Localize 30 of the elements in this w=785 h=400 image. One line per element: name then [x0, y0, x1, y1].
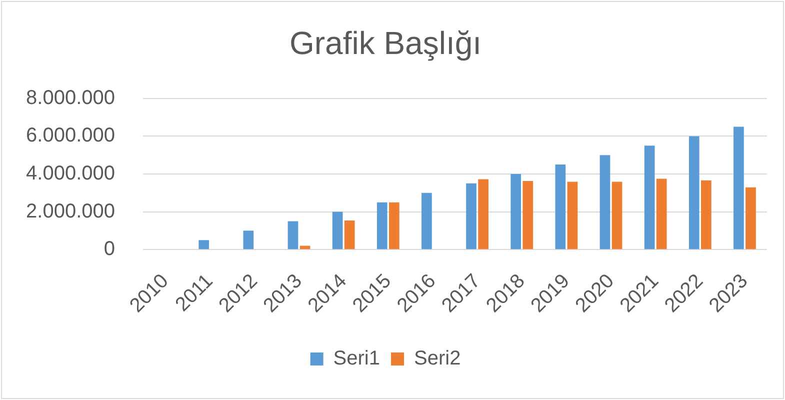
bar	[198, 240, 210, 250]
y-tick-label: 4.000.000	[26, 162, 115, 184]
y-tick-label: 2.000.000	[26, 200, 115, 222]
bar	[288, 221, 298, 250]
bar	[555, 164, 566, 250]
bar	[466, 183, 476, 250]
bar	[332, 212, 343, 250]
bar	[344, 220, 355, 250]
bar	[700, 180, 712, 250]
bar	[243, 230, 254, 250]
bar	[422, 192, 432, 250]
bar	[734, 126, 744, 250]
bar	[656, 178, 667, 250]
bar	[612, 182, 622, 250]
legend-label: Seri1	[333, 348, 380, 370]
bar	[510, 174, 522, 250]
bar	[388, 202, 400, 250]
chart-title: Grafik Başlığı	[289, 25, 482, 62]
bar	[478, 179, 488, 250]
bar	[644, 146, 655, 250]
bar	[746, 187, 756, 250]
y-tick-label: 6.000.000	[26, 124, 115, 147]
y-tick-label: 8.000.000	[26, 86, 115, 109]
legend-label: Seri2	[414, 348, 461, 370]
bar	[522, 180, 534, 250]
bar	[376, 202, 388, 250]
y-tick-label: 0	[104, 238, 115, 260]
bar	[688, 136, 700, 250]
bar	[600, 155, 610, 250]
bar	[567, 182, 578, 250]
